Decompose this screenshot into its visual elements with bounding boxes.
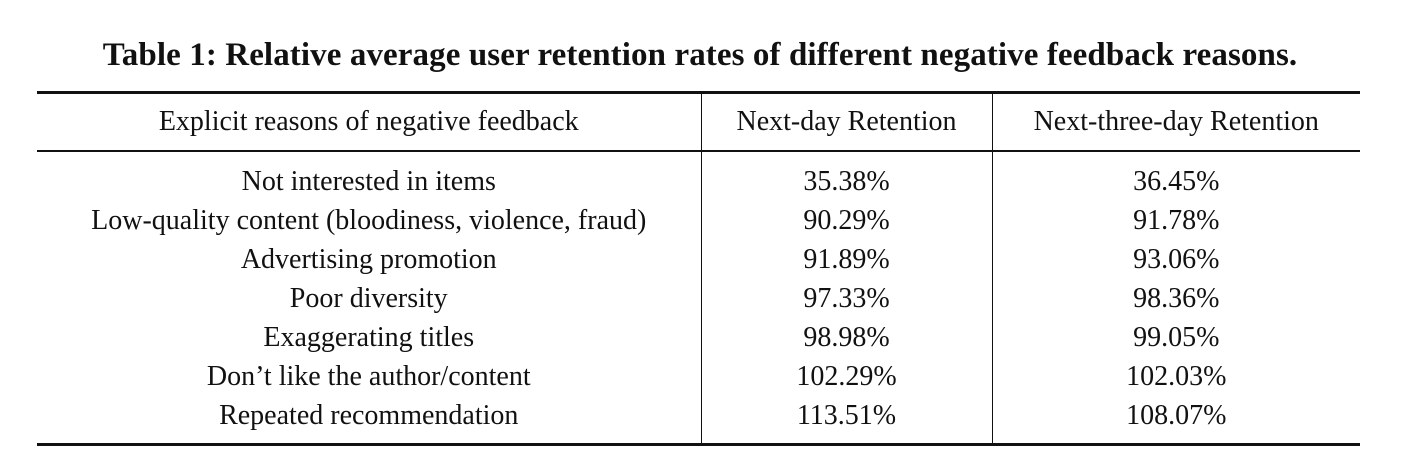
- table-caption: Table 1: Relative average user retention…: [102, 37, 1298, 73]
- next-three-day-cell: 36.45%: [991, 151, 1360, 201]
- table-row: Advertising promotion 91.89% 93.06%: [37, 240, 1360, 279]
- table-row: Exaggerating titles 98.98% 99.05%: [37, 318, 1360, 357]
- header-reasons: Explicit reasons of negative feedback: [158, 106, 579, 137]
- retention-table: Explicit reasons of negative feedback Ne…: [37, 91, 1360, 446]
- table-header-row: Explicit reasons of negative feedback Ne…: [37, 92, 1360, 151]
- next-three-day-cell: 91.78%: [991, 201, 1360, 240]
- header-next-day: Next-day Retention: [700, 92, 992, 151]
- next-day-cell: 102.29%: [700, 357, 992, 396]
- table-row: Not interested in items 35.38% 36.45%: [37, 151, 1360, 201]
- next-three-day-cell: 108.07%: [991, 396, 1360, 445]
- reason-cell: Exaggerating titles: [263, 321, 475, 353]
- table-row: Poor diversity 97.33% 98.36%: [37, 279, 1360, 318]
- reason-cell: Advertising promotion: [240, 243, 497, 275]
- reason-cell: Poor diversity: [289, 282, 448, 314]
- next-day-cell: 98.98%: [700, 318, 992, 357]
- next-three-day-cell: 99.05%: [991, 318, 1360, 357]
- table-row: Low-quality content (bloodiness, violenc…: [37, 201, 1360, 240]
- reason-cell: Repeated recommendation: [219, 399, 519, 431]
- table-row: Don’t like the author/content 102.29% 10…: [37, 357, 1360, 396]
- next-three-day-cell: 102.03%: [991, 357, 1360, 396]
- next-day-cell: 91.89%: [700, 240, 992, 279]
- next-day-cell: 97.33%: [700, 279, 992, 318]
- next-three-day-cell: 98.36%: [991, 279, 1360, 318]
- next-three-day-cell: 93.06%: [991, 240, 1360, 279]
- header-next-three-day: Next-three-day Retention: [991, 92, 1360, 151]
- retention-table-container: Explicit reasons of negative feedback Ne…: [37, 91, 1360, 446]
- table-row: Repeated recommendation 113.51% 108.07%: [37, 396, 1360, 445]
- next-day-cell: 113.51%: [700, 396, 992, 445]
- next-day-cell: 90.29%: [700, 201, 992, 240]
- next-day-cell: 35.38%: [700, 151, 992, 201]
- reason-cell: Low-quality content (bloodiness, violenc…: [91, 204, 647, 236]
- reason-cell: Not interested in items: [241, 165, 496, 197]
- reason-cell: Don’t like the author/content: [206, 360, 531, 392]
